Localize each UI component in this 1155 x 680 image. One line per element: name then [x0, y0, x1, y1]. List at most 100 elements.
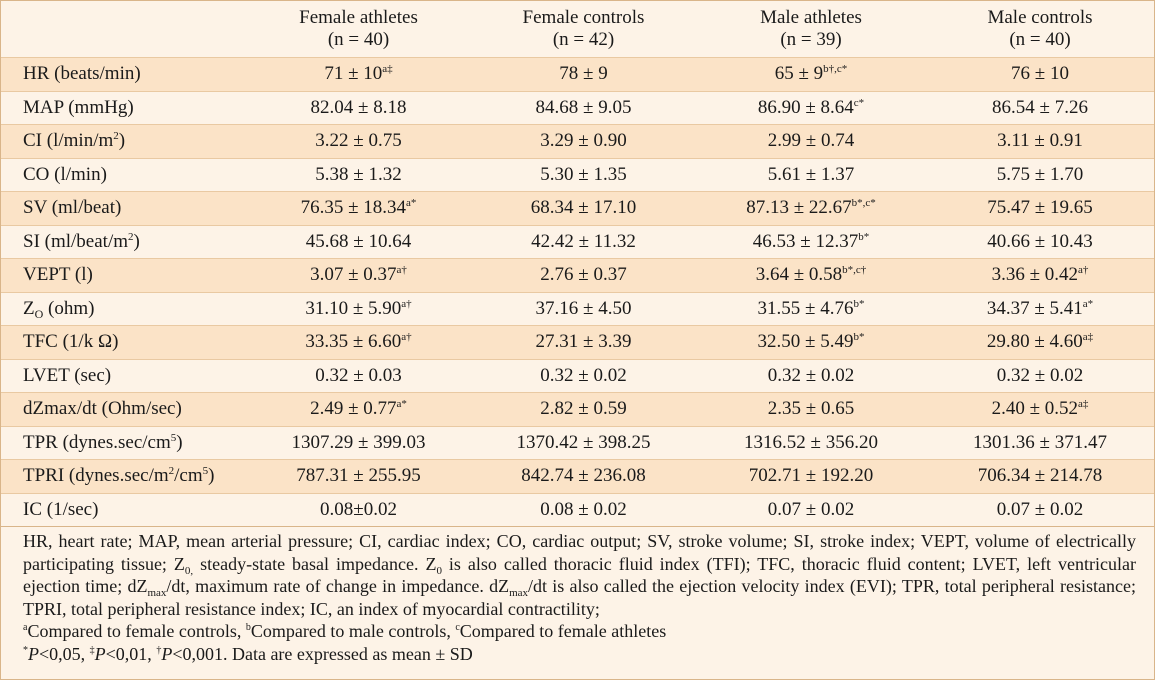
- table-row: MAP (mmHg) 82.04 ± 8.18 84.68 ± 9.05 86.90 …: [1, 90, 1154, 125]
- value-cell: 78 ± 9: [471, 57, 696, 91]
- significance-marker: a*: [396, 398, 407, 411]
- value-cell: 1316.52 ± 356.20: [696, 425, 926, 460]
- header-male-controls: Male controls (n = 40): [987, 7, 1093, 50]
- table-row: SV (ml/beat) 76.35 ± 18.34a* 68.34 ± 17.10…: [1, 191, 1154, 225]
- table-row: VEPT (l) 3.07 ± 0.37a† 2.76 ± 0.37 3.64 ± 0…: [1, 258, 1154, 292]
- table-row: CI (l/min/m2) 3.22 ± 0.75 3.29 ± 0.90 2.99 …: [1, 124, 1154, 158]
- row-label: CO (l/min): [1, 157, 246, 192]
- value-cell: 45.68 ± 10.64: [246, 224, 471, 259]
- value-cell: 0.07 ± 0.02: [696, 492, 926, 526]
- table-row: IC (1/sec) 0.08±0.02 0.08 ± 0.02 0.07 ± 0.0…: [1, 492, 1154, 526]
- value-cell: 0.07 ± 0.02: [926, 492, 1154, 526]
- value-cell: 5.38 ± 1.32: [246, 157, 471, 192]
- value-cell: 1301.36 ± 371.47: [926, 425, 1154, 460]
- value-cell: 702.71 ± 192.20: [696, 459, 926, 493]
- significance-marker: a‡: [1078, 398, 1089, 411]
- header-row: Female athletes (n = 40) Female controls(…: [1, 1, 1154, 58]
- table-body: HR (beats/min) 71 ± 10a‡ 78 ± 9 65 ± 9b†,c*…: [1, 57, 1154, 526]
- row-label: VEPT (l): [1, 258, 246, 292]
- comparison-note: aCompared to female controls, bCompared …: [23, 621, 667, 641]
- row-label: MAP (mmHg): [1, 90, 246, 125]
- header-female-athletes: Female athletes (n = 40): [299, 7, 418, 50]
- value-cell: 1370.42 ± 398.25: [471, 425, 696, 460]
- value-cell: 46.53 ± 12.37b*: [696, 224, 926, 259]
- table-row: TPR (dynes.sec/cm5) 1307.29 ± 399.03 1370.…: [1, 425, 1154, 460]
- table-row: CO (l/min) 5.38 ± 1.32 5.30 ± 1.35 5.61 ± 1…: [1, 157, 1154, 192]
- value-cell: 0.08 ± 0.02: [471, 492, 696, 526]
- significance-marker: a‡: [382, 63, 393, 76]
- value-cell: 3.36 ± 0.42a†: [926, 258, 1154, 292]
- table-row: HR (beats/min) 71 ± 10a‡ 78 ± 9 65 ± 9b†,c*…: [1, 57, 1154, 91]
- table-row: TPRI (dynes.sec/m2/cm5) 787.31 ± 255.95 84…: [1, 459, 1154, 493]
- value-cell: 3.64 ± 0.58b*,c†: [696, 258, 926, 292]
- value-cell: 76.35 ± 18.34a*: [246, 191, 471, 225]
- value-cell: 0.32 ± 0.02: [696, 358, 926, 393]
- row-label: IC (1/sec): [1, 492, 246, 526]
- value-cell: 842.74 ± 236.08: [471, 459, 696, 493]
- significance-note: *P<0,05, ‡P<0,01, †P<0,001. Data are exp…: [23, 643, 473, 664]
- value-cell: 40.66 ± 10.43: [926, 224, 1154, 259]
- value-cell: 787.31 ± 255.95: [246, 459, 471, 493]
- value-cell: 0.32 ± 0.03: [246, 358, 471, 393]
- table-row: ZO (ohm) 31.10 ± 5.90a† 37.16 ± 4.50 31.55 …: [1, 291, 1154, 326]
- significance-marker: a†: [401, 297, 412, 310]
- value-cell: 65 ± 9b†,c*: [696, 57, 926, 91]
- significance-marker: a†: [396, 264, 407, 277]
- significance-marker: b*,c*: [851, 197, 876, 210]
- table-row: dZmax/dt (Ohm/sec) 2.49 ± 0.77a* 2.82 ± 0.…: [1, 392, 1154, 426]
- value-cell: 82.04 ± 8.18: [246, 90, 471, 125]
- value-cell: 5.75 ± 1.70: [926, 157, 1154, 192]
- data-table: Female athletes (n = 40) Female controls(…: [1, 1, 1154, 526]
- row-label: HR (beats/min): [1, 57, 246, 91]
- abbreviations-note: HR, heart rate; MAP, mean arterial press…: [23, 531, 1136, 619]
- value-cell: 5.61 ± 1.37: [696, 157, 926, 192]
- value-cell: 706.34 ± 214.78: [926, 459, 1154, 493]
- value-cell: 86.54 ± 7.26: [926, 90, 1154, 125]
- significance-marker: a‡: [1082, 331, 1094, 344]
- header-empty-cell: [1, 1, 246, 58]
- row-label: SV (ml/beat): [1, 191, 246, 225]
- value-cell: 2.49 ± 0.77a*: [246, 392, 471, 426]
- significance-marker: c*: [853, 96, 865, 109]
- significance-marker: b*,c†: [842, 264, 867, 277]
- table-header: Female athletes (n = 40) Female controls(…: [1, 1, 1154, 58]
- significance-marker: b*: [853, 331, 865, 344]
- header-female-controls: Female controls (n = 42): [522, 7, 645, 50]
- value-cell: 31.55 ± 4.76b*: [696, 291, 926, 326]
- row-label: TFC (1/k Ω): [1, 325, 246, 359]
- value-cell: 37.16 ± 4.50: [471, 291, 696, 326]
- value-cell: 0.32 ± 0.02: [471, 358, 696, 393]
- value-cell: 3.11 ± 0.91: [926, 124, 1154, 158]
- value-cell: 2.35 ± 0.65: [696, 392, 926, 426]
- value-cell: 0.08±0.02: [246, 492, 471, 526]
- row-label: TPRI (dynes.sec/m2/cm5): [1, 459, 246, 493]
- value-cell: 86.90 ± 8.64c*: [696, 90, 926, 125]
- row-label: SI (ml/beat/m2): [1, 224, 246, 259]
- significance-marker: a*: [1082, 297, 1094, 310]
- table-row: LVET (sec) 0.32 ± 0.03 0.32 ± 0.02 0.32 ± 0…: [1, 358, 1154, 393]
- value-cell: 31.10 ± 5.90a†: [246, 291, 471, 326]
- significance-marker: a*: [406, 197, 417, 210]
- value-cell: 42.42 ± 11.32: [471, 224, 696, 259]
- row-label: LVET (sec): [1, 358, 246, 393]
- significance-marker: b*: [853, 297, 865, 310]
- row-label: CI (l/min/m2): [1, 124, 246, 158]
- value-cell: 2.40 ± 0.52a‡: [926, 392, 1154, 426]
- row-label: ZO (ohm): [1, 291, 246, 326]
- row-label: TPR (dynes.sec/cm5): [1, 425, 246, 460]
- significance-marker: a†: [401, 331, 412, 344]
- value-cell: 75.47 ± 19.65: [926, 191, 1154, 225]
- table-footnotes: HR, heart rate; MAP, mean arterial press…: [1, 526, 1154, 665]
- value-cell: 34.37 ± 5.41a*: [926, 291, 1154, 326]
- value-cell: 84.68 ± 9.05: [471, 90, 696, 125]
- value-cell: 0.32 ± 0.02: [926, 358, 1154, 393]
- value-cell: 33.35 ± 6.60a†: [246, 325, 471, 359]
- row-label: dZmax/dt (Ohm/sec): [1, 392, 246, 426]
- value-cell: 5.30 ± 1.35: [471, 157, 696, 192]
- table-row: TFC (1/k Ω) 33.35 ± 6.60a† 27.31 ± 3.39 32.…: [1, 325, 1154, 359]
- significance-marker: b†,c*: [823, 63, 848, 76]
- value-cell: 32.50 ± 5.49b*: [696, 325, 926, 359]
- value-cell: 29.80 ± 4.60a‡: [926, 325, 1154, 359]
- value-cell: 87.13 ± 22.67b*,c*: [696, 191, 926, 225]
